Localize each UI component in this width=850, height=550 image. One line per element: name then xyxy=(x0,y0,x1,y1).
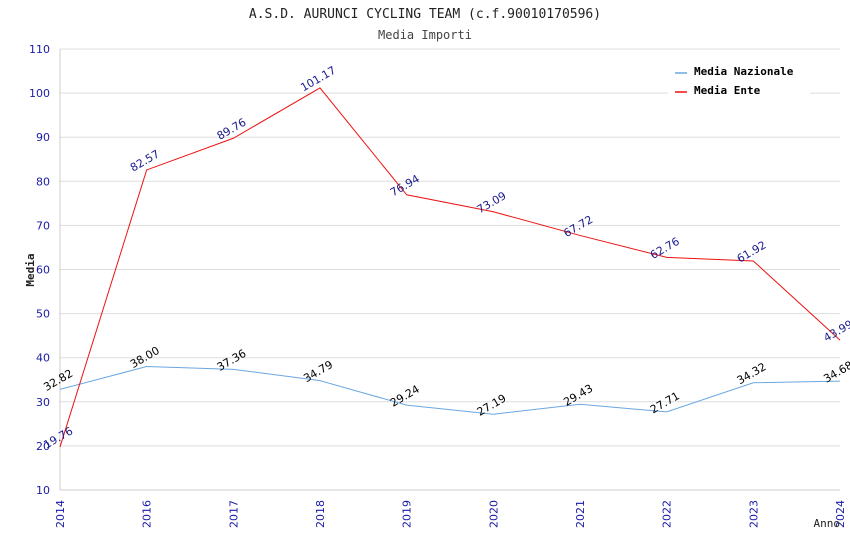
background-bands xyxy=(60,93,840,490)
y-tick-label: 30 xyxy=(36,396,50,409)
y-axis-label: Media xyxy=(24,253,37,286)
legend-box xyxy=(668,60,810,96)
y-tick-label: 20 xyxy=(36,440,50,453)
x-tick-label: 2024 xyxy=(834,500,847,528)
legend-label-media-nazionale: Media Nazionale xyxy=(694,65,794,78)
series-lines xyxy=(59,87,841,448)
y-tick-label: 100 xyxy=(29,87,50,100)
x-tick-label: 2022 xyxy=(661,500,674,528)
x-tick-labels: 2014 2016 2017 2018 2019 2020 2021 2022 2023 2024 xyxy=(54,500,847,528)
x-tick-label: 2018 xyxy=(314,500,327,528)
y-tick-label: 50 xyxy=(36,308,50,321)
x-tick-label: 2014 xyxy=(54,500,67,528)
x-tick-label: 2017 xyxy=(227,500,240,528)
grid-band xyxy=(60,445,840,490)
grid-band xyxy=(60,357,840,402)
x-tick-label: 2023 xyxy=(747,500,760,528)
y-tick-label: 70 xyxy=(36,219,50,232)
y-tick-label: 40 xyxy=(36,352,50,365)
data-label: 101.17 xyxy=(298,64,338,95)
x-tick-label: 2020 xyxy=(487,500,500,528)
y-tick-label: 60 xyxy=(36,264,50,277)
grid-band xyxy=(60,93,840,138)
data-label: 43.99 xyxy=(821,318,850,345)
y-tick-label: 80 xyxy=(36,175,50,188)
chart-title: A.S.D. AURUNCI CYCLING TEAM (c.f.9001017… xyxy=(249,7,601,22)
grid-band xyxy=(60,269,840,314)
chart-subtitle: Media Importi xyxy=(378,28,472,42)
legend: Media Nazionale Media Ente xyxy=(668,60,810,97)
x-tick-label: 2016 xyxy=(141,500,154,528)
y-tick-label: 110 xyxy=(29,43,50,56)
x-tick-label: 2019 xyxy=(401,500,414,528)
x-axis-label: Anno xyxy=(814,517,841,530)
y-tick-label: 10 xyxy=(36,484,50,497)
series-line-media-nazionale xyxy=(59,366,841,415)
y-tick-label: 90 xyxy=(36,131,50,144)
legend-label-media-ente: Media Ente xyxy=(694,84,761,97)
data-label: 82.57 xyxy=(128,147,162,174)
y-tick-labels: 10 20 30 40 50 60 70 80 90 100 110 xyxy=(29,43,50,497)
x-tick-label: 2021 xyxy=(574,500,587,528)
series-line-media-ente xyxy=(59,87,841,448)
